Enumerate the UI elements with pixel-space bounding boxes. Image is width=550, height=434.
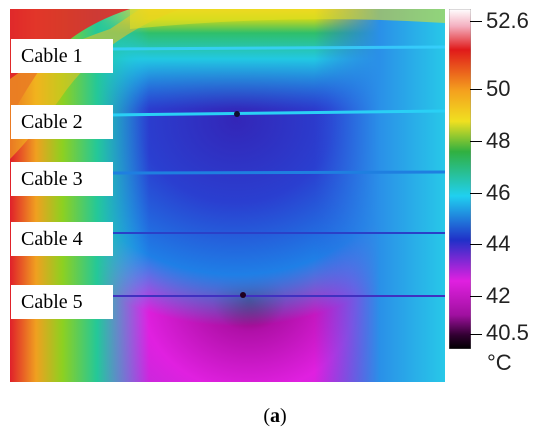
figure-caption: (a) <box>0 405 550 428</box>
scale-label: 44 <box>486 231 511 256</box>
tick-mark <box>470 296 482 297</box>
tick-mark <box>470 334 482 335</box>
scale-label-max: 52.6 <box>486 8 529 33</box>
cable-line-2 <box>109 109 445 117</box>
cable-line-1 <box>109 45 445 51</box>
caption-close-paren: ) <box>280 405 287 427</box>
caption-open-paren: ( <box>263 405 270 427</box>
cable-label-2: Cable 2 <box>11 105 113 139</box>
cable-joint <box>234 111 240 117</box>
cable-label-4: Cable 4 <box>11 222 113 256</box>
cable-label-1: Cable 1 <box>11 39 113 73</box>
caption-letter: a <box>270 405 280 427</box>
scale-label: 42 <box>486 283 511 308</box>
cable-label-5: Cable 5 <box>11 285 113 319</box>
tick-mark <box>470 193 482 194</box>
unit-label: °C <box>487 350 512 375</box>
hot-spot <box>240 292 246 298</box>
scale-label: 48 <box>486 128 511 153</box>
tick-mark <box>470 89 482 90</box>
color-scale-bar <box>449 9 471 349</box>
tick-mark <box>470 141 482 142</box>
tick-mark <box>470 244 482 245</box>
tick-mark <box>470 21 482 22</box>
scale-label: 50 <box>486 76 511 101</box>
scale-label-min: 40.5 <box>486 320 529 345</box>
scale-label: 46 <box>486 180 511 205</box>
cable-line-3 <box>109 170 445 175</box>
cable-label-3: Cable 3 <box>11 162 113 196</box>
